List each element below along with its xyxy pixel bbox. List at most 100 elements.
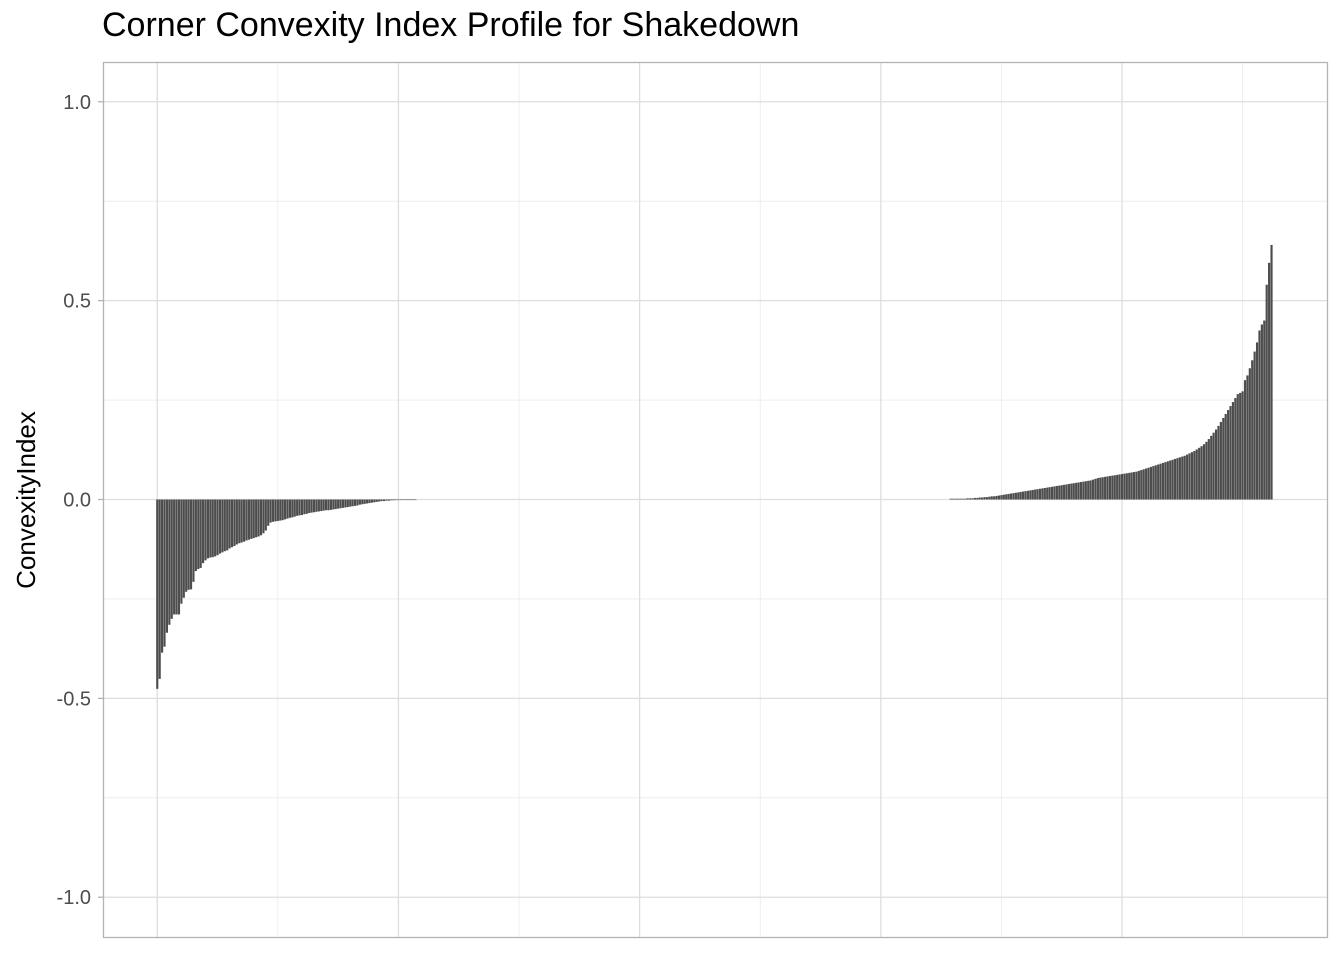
bar <box>1234 398 1237 500</box>
bar <box>257 499 260 537</box>
bar <box>325 499 328 511</box>
bar <box>385 499 388 501</box>
bar <box>976 497 979 500</box>
y-tick-label: -1.0 <box>57 887 91 909</box>
bar <box>995 495 998 500</box>
bar <box>1253 351 1256 500</box>
bar <box>226 499 229 551</box>
bar <box>1178 457 1181 500</box>
bar <box>973 497 976 500</box>
bar <box>1075 482 1078 500</box>
bar <box>1265 284 1268 500</box>
bar <box>199 499 202 568</box>
bar <box>993 496 996 500</box>
bar <box>997 495 1001 500</box>
bar <box>310 499 313 513</box>
bar <box>959 498 962 500</box>
bar <box>238 499 241 544</box>
bar <box>1145 468 1148 500</box>
bar <box>1188 453 1191 500</box>
bar <box>1005 494 1008 500</box>
bar <box>245 499 248 541</box>
bar <box>1099 477 1102 500</box>
bar <box>308 499 311 514</box>
bar <box>358 499 361 505</box>
bar <box>1181 456 1184 500</box>
bar <box>1212 432 1215 500</box>
bar <box>382 499 386 502</box>
bar <box>165 499 168 633</box>
bar <box>182 499 185 598</box>
bar <box>1149 466 1153 500</box>
bar <box>1173 458 1177 500</box>
bar <box>1024 491 1027 500</box>
bar <box>968 498 972 500</box>
bar <box>194 499 197 572</box>
bar <box>1116 474 1119 500</box>
y-tick-label: 0.5 <box>63 291 91 313</box>
bar <box>1012 493 1015 500</box>
bar <box>1038 488 1042 500</box>
bar <box>156 499 159 689</box>
bar <box>264 499 267 531</box>
bar <box>361 499 364 505</box>
bar <box>1255 342 1259 500</box>
bar <box>247 499 251 540</box>
bar <box>235 499 238 545</box>
bar <box>1065 484 1068 500</box>
bar <box>402 499 405 501</box>
bar <box>1171 459 1174 500</box>
bar <box>411 499 415 501</box>
bar <box>1200 446 1203 500</box>
bar <box>971 498 974 500</box>
bar <box>322 499 325 511</box>
bar <box>206 499 209 559</box>
bar <box>990 496 993 500</box>
bar <box>399 499 402 501</box>
bar <box>1058 485 1061 500</box>
bar <box>298 499 301 516</box>
bar <box>394 499 398 501</box>
bar <box>1009 493 1013 500</box>
bar <box>177 499 181 615</box>
bar <box>1214 429 1218 500</box>
bar <box>397 499 400 501</box>
bar <box>197 499 200 570</box>
y-tick-label: -0.5 <box>57 688 91 710</box>
bar <box>267 499 270 526</box>
bar <box>1195 449 1198 500</box>
bar <box>1222 417 1225 500</box>
bar <box>356 499 359 506</box>
bar <box>375 499 378 502</box>
bar <box>1031 489 1034 500</box>
bar <box>255 499 258 538</box>
y-tick-label: 0.0 <box>63 490 91 512</box>
bar <box>221 499 224 553</box>
bar <box>390 499 393 501</box>
bar <box>1166 461 1169 500</box>
bar <box>337 499 340 509</box>
bar <box>954 498 957 500</box>
bar <box>173 499 176 615</box>
bar <box>312 499 316 513</box>
bar <box>305 499 308 514</box>
y-tick-label: 1.0 <box>63 92 91 114</box>
bar <box>276 499 279 521</box>
bar <box>327 499 330 511</box>
bar <box>1205 441 1208 500</box>
bar <box>1248 368 1251 500</box>
bar <box>1041 488 1044 500</box>
y-axis-title: ConvexityIndex <box>11 411 41 589</box>
bar <box>1034 489 1037 500</box>
bar <box>1007 493 1010 500</box>
bar <box>300 499 304 516</box>
bar <box>1186 454 1189 500</box>
bar <box>1135 471 1138 500</box>
bar <box>214 499 217 557</box>
bar <box>216 499 219 556</box>
bar <box>363 499 366 504</box>
bar <box>344 499 347 508</box>
bar <box>1017 492 1020 500</box>
bar <box>409 499 412 501</box>
bar <box>1096 478 1099 500</box>
